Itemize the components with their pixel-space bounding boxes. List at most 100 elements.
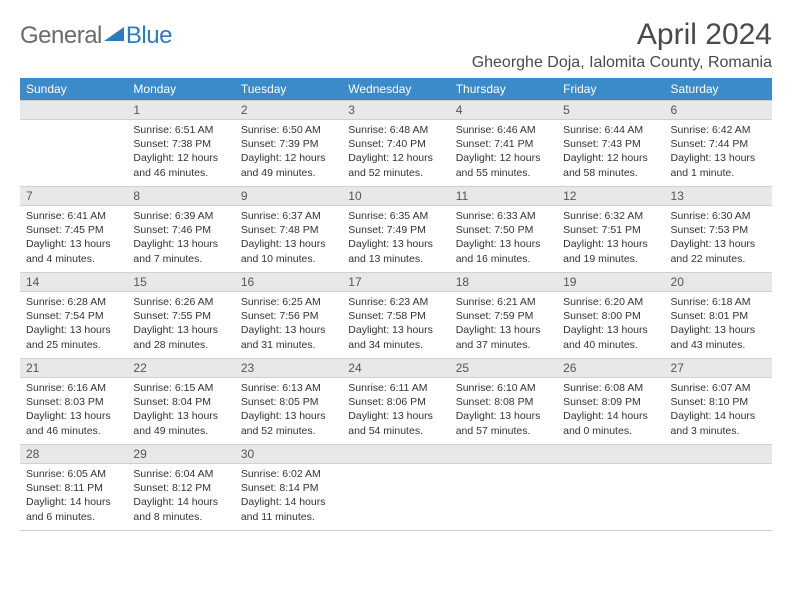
sunrise-line: Sunrise: 6:44 AM <box>563 123 658 137</box>
sunset-line: Sunset: 7:38 PM <box>133 137 228 151</box>
weekday-header: Wednesday <box>342 78 449 101</box>
weekday-header: Sunday <box>20 78 127 101</box>
calendar-cell: 7Sunrise: 6:41 AMSunset: 7:45 PMDaylight… <box>20 187 127 273</box>
day-number: 25 <box>450 359 557 378</box>
day-details: Sunrise: 6:51 AMSunset: 7:38 PMDaylight:… <box>127 120 234 183</box>
day-details: Sunrise: 6:20 AMSunset: 8:00 PMDaylight:… <box>557 292 664 355</box>
calendar-cell: 17Sunrise: 6:23 AMSunset: 7:58 PMDayligh… <box>342 273 449 359</box>
daylight-line: Daylight: 12 hours and 55 minutes. <box>456 151 551 179</box>
daylight-line: Daylight: 13 hours and 54 minutes. <box>348 409 443 437</box>
calendar-cell <box>557 445 664 531</box>
logo-text-general: General <box>20 22 102 50</box>
calendar-cell: 19Sunrise: 6:20 AMSunset: 8:00 PMDayligh… <box>557 273 664 359</box>
day-details: Sunrise: 6:48 AMSunset: 7:40 PMDaylight:… <box>342 120 449 183</box>
day-details: Sunrise: 6:13 AMSunset: 8:05 PMDaylight:… <box>235 378 342 441</box>
sunset-line: Sunset: 7:56 PM <box>241 309 336 323</box>
logo-text-blue: Blue <box>126 22 172 50</box>
day-details: Sunrise: 6:25 AMSunset: 7:56 PMDaylight:… <box>235 292 342 355</box>
day-details: Sunrise: 6:35 AMSunset: 7:49 PMDaylight:… <box>342 206 449 269</box>
sunrise-line: Sunrise: 6:39 AM <box>133 209 228 223</box>
weekday-header: Friday <box>557 78 664 101</box>
empty-day <box>20 101 127 120</box>
sunrise-line: Sunrise: 6:32 AM <box>563 209 658 223</box>
day-details: Sunrise: 6:33 AMSunset: 7:50 PMDaylight:… <box>450 206 557 269</box>
daylight-line: Daylight: 13 hours and 43 minutes. <box>671 323 766 351</box>
daylight-line: Daylight: 13 hours and 4 minutes. <box>26 237 121 265</box>
sunrise-line: Sunrise: 6:21 AM <box>456 295 551 309</box>
calendar-cell: 8Sunrise: 6:39 AMSunset: 7:46 PMDaylight… <box>127 187 234 273</box>
sunrise-line: Sunrise: 6:13 AM <box>241 381 336 395</box>
day-number: 15 <box>127 273 234 292</box>
empty-day <box>342 445 449 464</box>
sunrise-line: Sunrise: 6:04 AM <box>133 467 228 481</box>
day-number: 24 <box>342 359 449 378</box>
day-details: Sunrise: 6:15 AMSunset: 8:04 PMDaylight:… <box>127 378 234 441</box>
sunrise-line: Sunrise: 6:05 AM <box>26 467 121 481</box>
day-number: 6 <box>665 101 772 120</box>
daylight-line: Daylight: 12 hours and 49 minutes. <box>241 151 336 179</box>
sunrise-line: Sunrise: 6:30 AM <box>671 209 766 223</box>
sunset-line: Sunset: 7:46 PM <box>133 223 228 237</box>
day-number: 8 <box>127 187 234 206</box>
calendar-cell: 30Sunrise: 6:02 AMSunset: 8:14 PMDayligh… <box>235 445 342 531</box>
calendar-row: 14Sunrise: 6:28 AMSunset: 7:54 PMDayligh… <box>20 273 772 359</box>
day-details: Sunrise: 6:10 AMSunset: 8:08 PMDaylight:… <box>450 378 557 441</box>
sunset-line: Sunset: 7:54 PM <box>26 309 121 323</box>
day-details: Sunrise: 6:44 AMSunset: 7:43 PMDaylight:… <box>557 120 664 183</box>
calendar-cell: 3Sunrise: 6:48 AMSunset: 7:40 PMDaylight… <box>342 101 449 187</box>
calendar-cell: 6Sunrise: 6:42 AMSunset: 7:44 PMDaylight… <box>665 101 772 187</box>
day-number: 28 <box>20 445 127 464</box>
title-block: April 2024 Gheorghe Doja, Ialomita Count… <box>472 18 772 72</box>
sunrise-line: Sunrise: 6:18 AM <box>671 295 766 309</box>
calendar-cell: 27Sunrise: 6:07 AMSunset: 8:10 PMDayligh… <box>665 359 772 445</box>
sunset-line: Sunset: 7:58 PM <box>348 309 443 323</box>
calendar-row: 1Sunrise: 6:51 AMSunset: 7:38 PMDaylight… <box>20 101 772 187</box>
daylight-line: Daylight: 14 hours and 11 minutes. <box>241 495 336 523</box>
daylight-line: Daylight: 13 hours and 25 minutes. <box>26 323 121 351</box>
calendar-cell: 18Sunrise: 6:21 AMSunset: 7:59 PMDayligh… <box>450 273 557 359</box>
day-number: 27 <box>665 359 772 378</box>
sunset-line: Sunset: 7:50 PM <box>456 223 551 237</box>
sunrise-line: Sunrise: 6:33 AM <box>456 209 551 223</box>
day-number: 18 <box>450 273 557 292</box>
daylight-line: Daylight: 12 hours and 58 minutes. <box>563 151 658 179</box>
weekday-header: Monday <box>127 78 234 101</box>
sunrise-line: Sunrise: 6:23 AM <box>348 295 443 309</box>
day-details: Sunrise: 6:41 AMSunset: 7:45 PMDaylight:… <box>20 206 127 269</box>
day-details: Sunrise: 6:42 AMSunset: 7:44 PMDaylight:… <box>665 120 772 183</box>
calendar-cell: 16Sunrise: 6:25 AMSunset: 7:56 PMDayligh… <box>235 273 342 359</box>
day-details: Sunrise: 6:07 AMSunset: 8:10 PMDaylight:… <box>665 378 772 441</box>
calendar-cell <box>450 445 557 531</box>
day-details: Sunrise: 6:28 AMSunset: 7:54 PMDaylight:… <box>20 292 127 355</box>
calendar-cell: 11Sunrise: 6:33 AMSunset: 7:50 PMDayligh… <box>450 187 557 273</box>
day-number: 22 <box>127 359 234 378</box>
day-details: Sunrise: 6:23 AMSunset: 7:58 PMDaylight:… <box>342 292 449 355</box>
sunrise-line: Sunrise: 6:42 AM <box>671 123 766 137</box>
month-title: April 2024 <box>472 18 772 52</box>
sunset-line: Sunset: 8:00 PM <box>563 309 658 323</box>
day-number: 11 <box>450 187 557 206</box>
sunset-line: Sunset: 8:03 PM <box>26 395 121 409</box>
sunset-line: Sunset: 7:40 PM <box>348 137 443 151</box>
day-number: 13 <box>665 187 772 206</box>
sunrise-line: Sunrise: 6:20 AM <box>563 295 658 309</box>
sunset-line: Sunset: 8:11 PM <box>26 481 121 495</box>
day-number: 29 <box>127 445 234 464</box>
sunset-line: Sunset: 7:39 PM <box>241 137 336 151</box>
calendar-cell: 12Sunrise: 6:32 AMSunset: 7:51 PMDayligh… <box>557 187 664 273</box>
sunrise-line: Sunrise: 6:11 AM <box>348 381 443 395</box>
calendar-cell: 13Sunrise: 6:30 AMSunset: 7:53 PMDayligh… <box>665 187 772 273</box>
daylight-line: Daylight: 13 hours and 46 minutes. <box>26 409 121 437</box>
daylight-line: Daylight: 13 hours and 57 minutes. <box>456 409 551 437</box>
day-number: 21 <box>20 359 127 378</box>
daylight-line: Daylight: 13 hours and 34 minutes. <box>348 323 443 351</box>
day-number: 20 <box>665 273 772 292</box>
calendar-table: SundayMondayTuesdayWednesdayThursdayFrid… <box>20 78 772 531</box>
sunset-line: Sunset: 7:55 PM <box>133 309 228 323</box>
daylight-line: Daylight: 12 hours and 52 minutes. <box>348 151 443 179</box>
day-details: Sunrise: 6:02 AMSunset: 8:14 PMDaylight:… <box>235 464 342 527</box>
calendar-cell: 2Sunrise: 6:50 AMSunset: 7:39 PMDaylight… <box>235 101 342 187</box>
day-details: Sunrise: 6:11 AMSunset: 8:06 PMDaylight:… <box>342 378 449 441</box>
sunset-line: Sunset: 8:05 PM <box>241 395 336 409</box>
sunrise-line: Sunrise: 6:07 AM <box>671 381 766 395</box>
